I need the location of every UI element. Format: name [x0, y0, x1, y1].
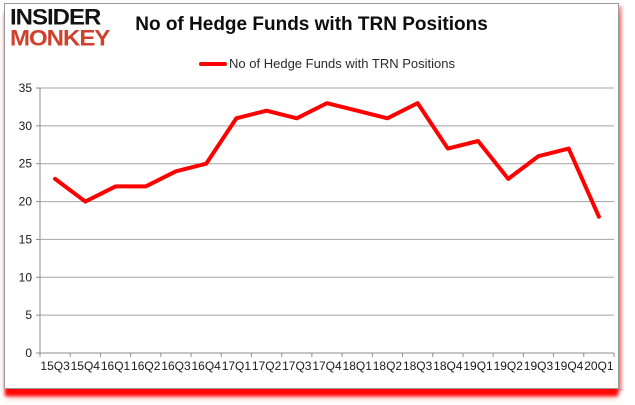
x-axis-label: 19Q1 — [463, 359, 493, 373]
legend-line-marker — [199, 61, 228, 66]
x-axis-label: 17Q3 — [282, 359, 312, 373]
x-axis-label: 20Q1 — [584, 359, 614, 373]
x-axis-label: 19Q3 — [524, 359, 554, 373]
x-axis-label: 16Q1 — [101, 359, 131, 373]
logo-text-insider: INSIDER — [10, 5, 101, 31]
chart-title: No of Hedge Funds with TRN Positions — [135, 14, 488, 35]
x-axis-label: 17Q4 — [312, 359, 342, 373]
y-axis-label: 10 — [19, 270, 33, 284]
y-axis-label: 35 — [19, 81, 33, 95]
y-axis-label: 25 — [19, 157, 33, 171]
x-axis-label: 19Q4 — [554, 359, 584, 373]
x-axis-label: 18Q3 — [403, 359, 433, 373]
chart-card: INSIDER MONKEY No of Hedge Funds with TR… — [4, 3, 619, 389]
y-axis-label: 0 — [25, 346, 32, 360]
x-axis-label: 18Q2 — [373, 359, 403, 373]
y-axis-label: 15 — [19, 232, 33, 246]
x-axis-label: 18Q4 — [433, 359, 463, 373]
y-axis-label: 20 — [19, 195, 33, 209]
x-axis-label: 16Q2 — [131, 359, 161, 373]
y-axis-label: 30 — [19, 119, 33, 133]
x-axis-label: 16Q3 — [161, 359, 191, 373]
insider-monkey-logo: INSIDER MONKEY — [10, 5, 130, 52]
logo-text-monkey: MONKEY — [10, 26, 110, 52]
legend-label: No of Hedge Funds with TRN Positions — [229, 56, 455, 71]
x-axis-label: 19Q2 — [494, 359, 524, 373]
chart-legend: No of Hedge Funds with TRN Positions — [40, 56, 614, 71]
x-axis-label: 17Q1 — [222, 359, 252, 373]
x-axis-label: 15Q3 — [40, 359, 70, 373]
x-axis-label: 16Q4 — [191, 359, 221, 373]
y-axis-label: 5 — [25, 308, 32, 322]
trend-line — [53, 101, 601, 219]
x-axis-label: 17Q2 — [252, 359, 282, 373]
x-axis-label: 15Q4 — [71, 359, 101, 373]
x-axis-label: 18Q1 — [343, 359, 373, 373]
